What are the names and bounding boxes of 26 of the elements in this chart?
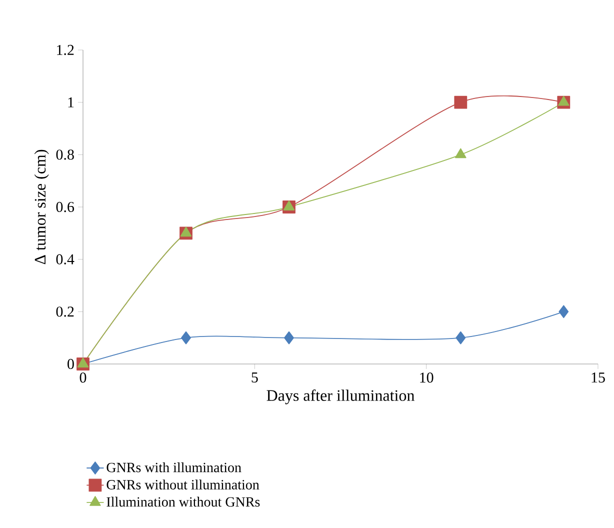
y-tick-label: 0.2 bbox=[56, 306, 74, 317]
y-tick-label: 0.6 bbox=[56, 202, 74, 212]
y-tick-label: 0 bbox=[68, 358, 74, 370]
legend-label: GNRs without illumination bbox=[106, 480, 260, 490]
point bbox=[456, 331, 466, 344]
x-tick-label: 5 bbox=[252, 372, 258, 382]
legend-label: Illumination without GNRs bbox=[106, 496, 260, 507]
x-tick-label: 15 bbox=[592, 372, 605, 383]
x-tick-label: 10 bbox=[420, 372, 434, 383]
point bbox=[455, 148, 466, 158]
point bbox=[558, 305, 569, 318]
point bbox=[181, 331, 191, 344]
x-axis-title: Days after illumination bbox=[266, 390, 414, 404]
point bbox=[283, 200, 295, 210]
point bbox=[180, 226, 192, 237]
y-axis-title: Δ tumor size (cm) bbox=[34, 150, 49, 264]
x-tick-label: 0 bbox=[80, 372, 86, 383]
point bbox=[77, 358, 89, 368]
y-tick-label: 1.2 bbox=[57, 44, 74, 56]
y-tick-label: 0.4 bbox=[56, 254, 74, 264]
y-tick-label: 1 bbox=[68, 97, 74, 108]
y-tick-label: 0.8 bbox=[56, 150, 74, 160]
legend-label: GNRs with illumination bbox=[106, 462, 242, 472]
point bbox=[284, 331, 294, 344]
point bbox=[454, 96, 468, 109]
point bbox=[558, 96, 570, 106]
